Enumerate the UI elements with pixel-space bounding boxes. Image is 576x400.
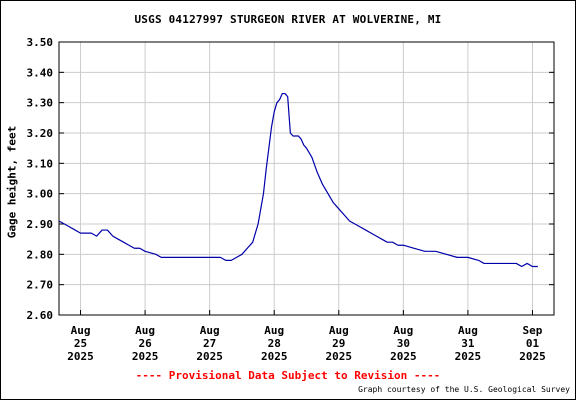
graph-credit: Graph courtesy of the U.S. Geological Su… xyxy=(358,385,570,394)
x-tick-label: Aug xyxy=(71,324,91,337)
x-tick-label: 31 xyxy=(461,337,475,350)
x-tick-label: 2025 xyxy=(67,350,94,363)
x-tick-label: 26 xyxy=(138,337,152,350)
gage-height-series-line xyxy=(58,92,538,268)
x-tick-label: Aug xyxy=(200,324,220,337)
x-tick-label: Aug xyxy=(458,324,478,337)
x-tick-label: 29 xyxy=(332,337,345,350)
y-tick-label: 3.00 xyxy=(27,188,54,201)
x-tick-label: 01 xyxy=(526,337,540,350)
chart-title: USGS 04127997 STURGEON RIVER AT WOLVERIN… xyxy=(134,13,442,26)
x-tick-label: 30 xyxy=(397,337,410,350)
x-tick-label: 2025 xyxy=(261,350,288,363)
y-tick-label: 2.80 xyxy=(27,248,54,261)
x-tick-label: 25 xyxy=(74,337,87,350)
x-tick-label: 28 xyxy=(268,337,281,350)
x-tick-label: Aug xyxy=(393,324,413,337)
x-tick-label: 2025 xyxy=(326,350,353,363)
provisional-notice: ---- Provisional Data Subject to Revisio… xyxy=(135,369,441,382)
x-tick-label: Aug xyxy=(264,324,284,337)
y-tick-label: 2.90 xyxy=(27,218,54,231)
x-tick-label: 2025 xyxy=(132,350,159,363)
y-tick-label: 3.40 xyxy=(27,66,54,79)
y-tick-label: 3.50 xyxy=(27,36,54,49)
x-tick-label: 2025 xyxy=(519,350,546,363)
x-tick-label: 2025 xyxy=(455,350,482,363)
x-tick-label: Sep xyxy=(523,324,543,337)
x-tick-label: 2025 xyxy=(390,350,417,363)
y-tick-label: 2.60 xyxy=(27,309,54,322)
x-tick-label: Aug xyxy=(135,324,155,337)
x-tick-label: Aug xyxy=(329,324,349,337)
y-tick-label: 3.30 xyxy=(27,97,54,110)
plot-border xyxy=(58,41,555,316)
y-tick-label: 3.20 xyxy=(27,127,54,140)
y-tick-label: 3.10 xyxy=(27,157,54,170)
y-tick-label: 2.70 xyxy=(27,279,54,292)
x-tick-label: 27 xyxy=(203,337,216,350)
x-tick-label: 2025 xyxy=(196,350,223,363)
plot-background xyxy=(59,42,554,315)
